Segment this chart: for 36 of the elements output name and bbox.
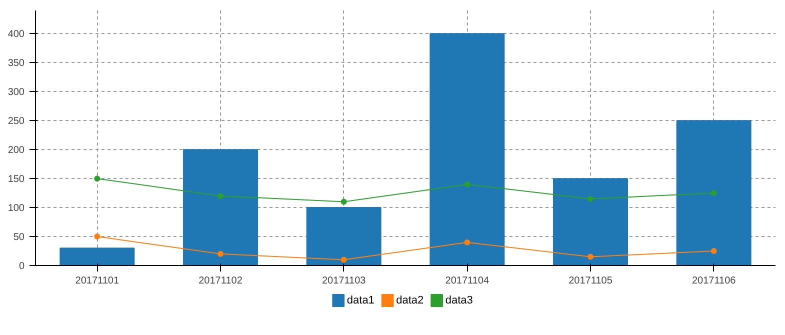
point — [94, 176, 100, 182]
point — [710, 248, 717, 254]
bar — [430, 33, 505, 266]
point — [710, 190, 717, 196]
point — [588, 254, 594, 260]
point — [340, 198, 347, 205]
point — [218, 192, 224, 199]
x-tick-label: 20171104 — [445, 276, 490, 286]
y-tick-label: 100 — [8, 203, 25, 214]
point — [218, 250, 224, 257]
legend-label: data1 — [346, 294, 374, 306]
y-tick-label: 200 — [8, 145, 25, 156]
point — [464, 239, 470, 246]
point — [94, 234, 100, 240]
bar — [60, 248, 135, 266]
point — [464, 181, 470, 188]
bar — [553, 178, 628, 266]
x-tick-label: 20171102 — [198, 276, 243, 286]
point — [588, 196, 594, 202]
bar — [676, 120, 752, 266]
x-tick-label: 20171101 — [75, 276, 120, 286]
point — [340, 256, 347, 263]
y-tick-label: 350 — [8, 58, 25, 70]
y-tick-label: 250 — [8, 116, 25, 128]
bar — [183, 149, 258, 266]
y-tick-label: 150 — [8, 174, 25, 186]
bar — [306, 207, 382, 266]
x-tick-label: 20171103 — [322, 276, 366, 286]
y-tick-label: 0 — [18, 261, 25, 272]
y-tick-label: 50 — [13, 232, 25, 244]
y-tick-label: 300 — [8, 87, 25, 98]
x-tick-label: 20171105 — [568, 276, 613, 286]
legend-label: data2 — [396, 294, 424, 306]
legend-label: data3 — [445, 294, 473, 306]
x-tick-label: 20171106 — [692, 276, 736, 286]
y-tick-label: 400 — [8, 29, 25, 40]
